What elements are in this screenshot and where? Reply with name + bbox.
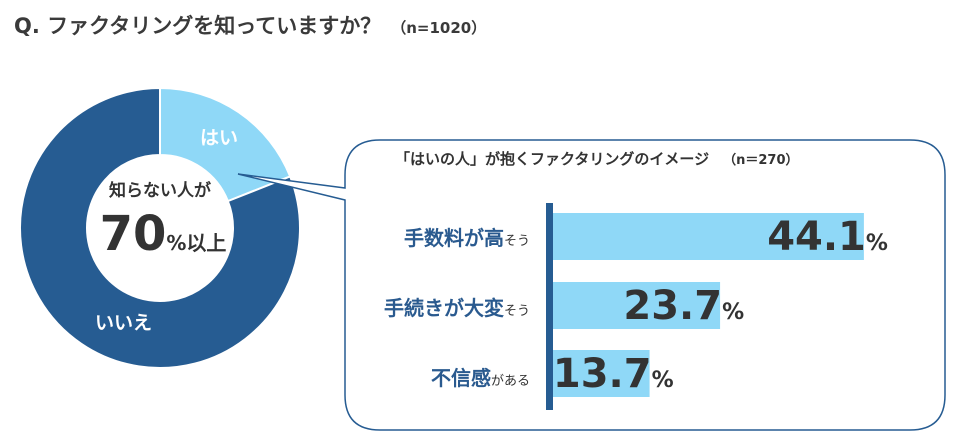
bar-value-label-1: 23.7% (623, 283, 745, 329)
bar-value-label-2: 13.7% (552, 351, 674, 397)
slice-label-yes: はい (200, 127, 239, 149)
bar-chart-title-text: 「はいの人」が抱くファクタリングのイメージ (395, 150, 710, 168)
category-label-2: 不信感がある (430, 366, 530, 390)
bar-0 (553, 213, 864, 260)
slice-label-no: いいえ (95, 312, 153, 334)
donut-center-small: %以上 (166, 231, 227, 255)
donut-slice-1 (19, 86, 301, 369)
donut-center-value: 70%以上 (78, 206, 248, 262)
chart-title: Q. ファクタリングを知っていますか？ （n=1020） (14, 10, 486, 40)
bar-chart-title: 「はいの人」が抱くファクタリングのイメージ （n＝270） (395, 148, 799, 169)
category-label-1: 手続きが大変そう (383, 296, 530, 320)
sample-size: （n=1020） (391, 19, 487, 37)
bar-axis (546, 203, 553, 410)
bar-1 (553, 282, 721, 329)
category-label-0: 手数料が高そう (403, 226, 530, 250)
bar-2 (553, 350, 650, 397)
question-text: Q. ファクタリングを知っていますか？ (14, 14, 382, 38)
bar-value-label-0: 44.1% (767, 214, 888, 260)
bar-chart-sample-size: （n＝270） (723, 153, 799, 168)
donut-center-line1: 知らない人が (109, 181, 211, 201)
donut-center-big: 70 (99, 206, 167, 262)
